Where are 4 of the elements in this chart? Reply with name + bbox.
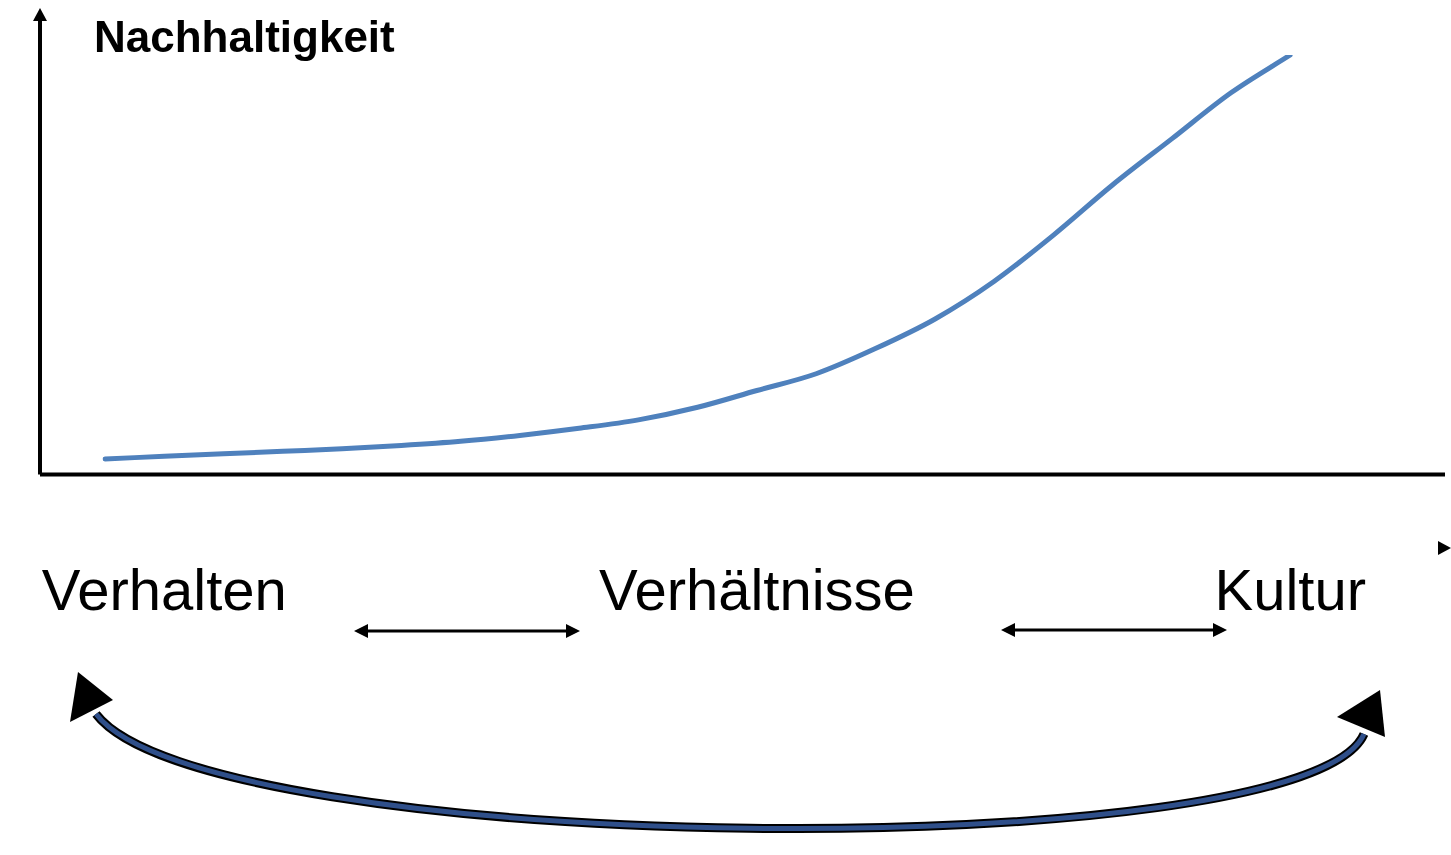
x-tick-label: Kultur bbox=[1214, 557, 1366, 623]
x-tick-label: Verhalten bbox=[41, 557, 287, 623]
y-axis-title: Nachhaltigkeit bbox=[94, 12, 396, 61]
x-tick-label: Verhältnisse bbox=[598, 557, 915, 623]
